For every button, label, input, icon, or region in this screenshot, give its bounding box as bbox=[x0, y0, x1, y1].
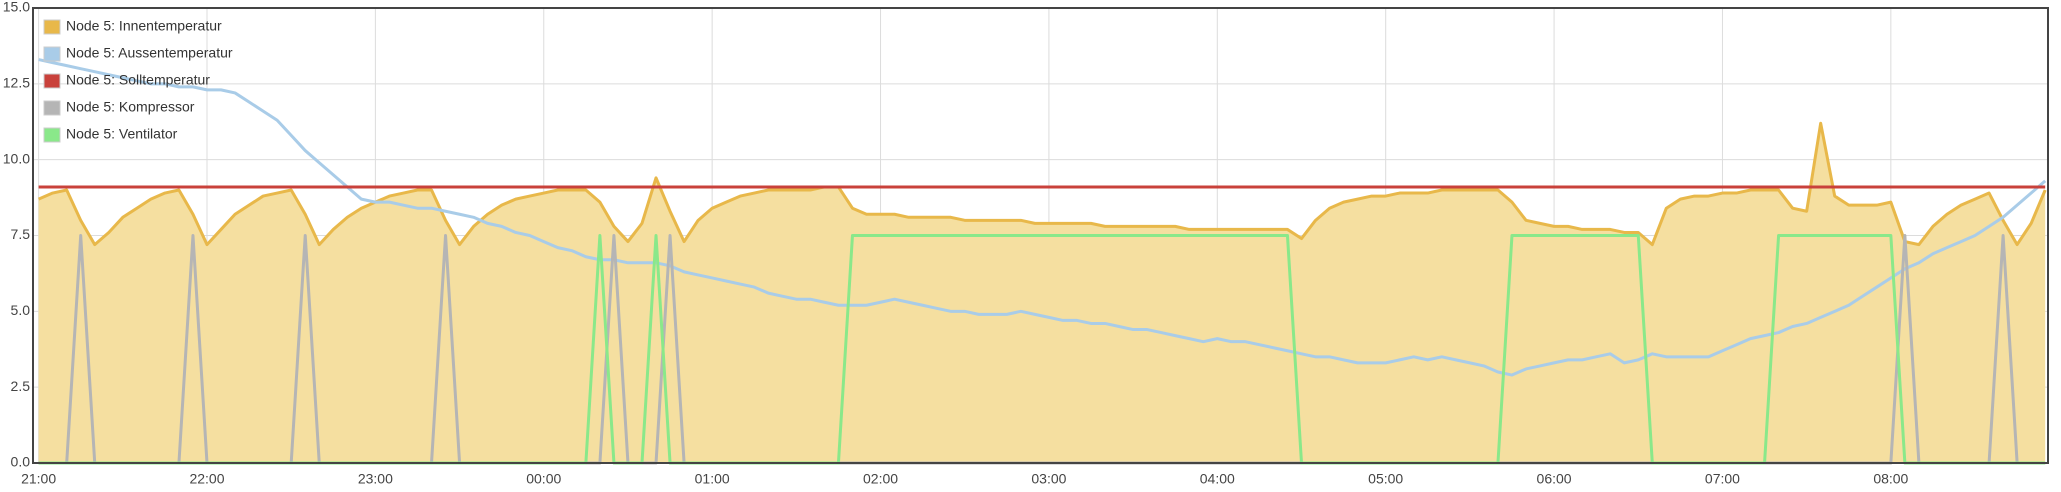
x-tick-label: 07:00 bbox=[1705, 471, 1740, 487]
y-tick-label: 7.5 bbox=[11, 226, 31, 242]
x-tick-label: 22:00 bbox=[189, 471, 224, 487]
x-tick-label: 04:00 bbox=[1200, 471, 1235, 487]
y-tick-label: 2.5 bbox=[11, 378, 31, 394]
legend-label: Node 5: Ventilator bbox=[66, 126, 178, 142]
x-tick-label: 00:00 bbox=[526, 471, 561, 487]
x-tick-label: 03:00 bbox=[1031, 471, 1066, 487]
legend-swatch bbox=[43, 46, 61, 62]
y-tick-label: 12.5 bbox=[3, 75, 30, 91]
x-tick-label: 23:00 bbox=[358, 471, 393, 487]
legend-swatch bbox=[43, 73, 61, 89]
legend-label: Node 5: Solltemperatur bbox=[66, 72, 210, 88]
y-tick-label: 10.0 bbox=[3, 150, 30, 166]
y-tick-label: 0.0 bbox=[11, 454, 31, 470]
area-fill bbox=[38, 123, 2046, 464]
x-tick-label: 05:00 bbox=[1368, 471, 1403, 487]
legend-label: Node 5: Kompressor bbox=[66, 99, 195, 115]
plot-border bbox=[32, 7, 2049, 464]
x-tick-label: 01:00 bbox=[695, 471, 730, 487]
x-tick-label: 06:00 bbox=[1537, 471, 1572, 487]
legend-label: Node 5: Aussentemperatur bbox=[66, 45, 233, 61]
x-tick-label: 02:00 bbox=[863, 471, 898, 487]
x-tick-label: 08:00 bbox=[1873, 471, 1908, 487]
series-line bbox=[38, 58, 2047, 377]
y-tick-label: 15.0 bbox=[3, 0, 30, 15]
legend-swatch bbox=[43, 100, 61, 116]
x-tick-label: 21:00 bbox=[21, 471, 56, 487]
y-tick-label: 5.0 bbox=[11, 302, 31, 318]
legend-label: Node 5: Innentemperatur bbox=[66, 18, 222, 34]
legend-swatch bbox=[43, 19, 61, 35]
legend-swatch bbox=[43, 127, 61, 143]
